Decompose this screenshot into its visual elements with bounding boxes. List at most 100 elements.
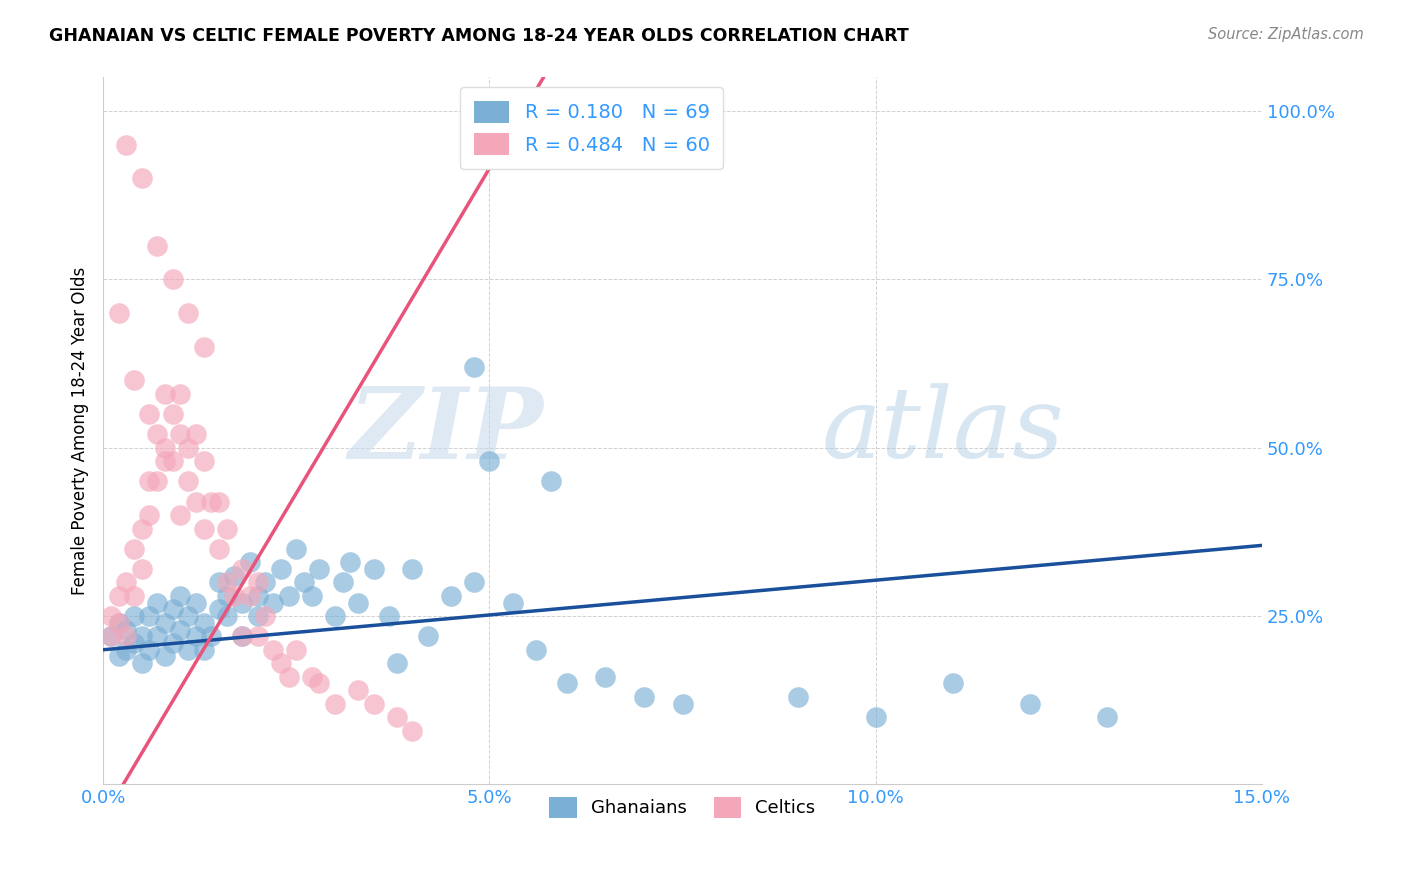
Point bbox=[184, 427, 207, 442]
Point bbox=[942, 676, 965, 690]
Point bbox=[246, 589, 269, 603]
Point bbox=[177, 441, 200, 455]
Point bbox=[131, 657, 153, 671]
Point bbox=[138, 407, 160, 421]
Point bbox=[162, 454, 184, 468]
Point bbox=[254, 575, 277, 590]
Point bbox=[177, 306, 200, 320]
Point bbox=[292, 575, 315, 590]
Point bbox=[540, 475, 562, 489]
Point bbox=[122, 636, 145, 650]
Point bbox=[146, 427, 169, 442]
Point bbox=[224, 568, 246, 582]
Point bbox=[231, 596, 253, 610]
Point bbox=[478, 454, 501, 468]
Point bbox=[208, 541, 231, 556]
Point bbox=[146, 475, 169, 489]
Point bbox=[115, 642, 138, 657]
Point bbox=[162, 602, 184, 616]
Point bbox=[308, 562, 330, 576]
Point bbox=[184, 629, 207, 643]
Point bbox=[308, 676, 330, 690]
Point bbox=[270, 562, 292, 576]
Point bbox=[138, 508, 160, 522]
Point bbox=[200, 494, 222, 508]
Point bbox=[215, 609, 238, 624]
Point bbox=[107, 615, 129, 630]
Point bbox=[224, 589, 246, 603]
Point bbox=[215, 589, 238, 603]
Point bbox=[277, 589, 299, 603]
Point bbox=[385, 657, 408, 671]
Text: GHANAIAN VS CELTIC FEMALE POVERTY AMONG 18-24 YEAR OLDS CORRELATION CHART: GHANAIAN VS CELTIC FEMALE POVERTY AMONG … bbox=[49, 27, 908, 45]
Point bbox=[593, 670, 616, 684]
Point bbox=[363, 562, 385, 576]
Point bbox=[200, 629, 222, 643]
Point bbox=[100, 609, 122, 624]
Point bbox=[169, 427, 191, 442]
Point bbox=[177, 609, 200, 624]
Point bbox=[153, 441, 176, 455]
Point bbox=[277, 670, 299, 684]
Point bbox=[463, 359, 485, 374]
Point bbox=[122, 589, 145, 603]
Point bbox=[378, 609, 401, 624]
Point bbox=[363, 697, 385, 711]
Point bbox=[323, 697, 346, 711]
Point bbox=[153, 387, 176, 401]
Text: Source: ZipAtlas.com: Source: ZipAtlas.com bbox=[1208, 27, 1364, 42]
Point bbox=[107, 615, 129, 630]
Point bbox=[115, 137, 138, 152]
Point bbox=[169, 623, 191, 637]
Point bbox=[401, 723, 423, 738]
Point bbox=[787, 690, 810, 704]
Point bbox=[215, 522, 238, 536]
Point bbox=[633, 690, 655, 704]
Point bbox=[262, 596, 284, 610]
Point bbox=[107, 589, 129, 603]
Point bbox=[100, 629, 122, 643]
Point bbox=[246, 609, 269, 624]
Point bbox=[301, 670, 323, 684]
Point bbox=[347, 683, 370, 698]
Point bbox=[122, 373, 145, 387]
Point bbox=[138, 475, 160, 489]
Point bbox=[193, 340, 215, 354]
Point bbox=[169, 508, 191, 522]
Y-axis label: Female Poverty Among 18-24 Year Olds: Female Poverty Among 18-24 Year Olds bbox=[72, 267, 89, 595]
Point bbox=[153, 649, 176, 664]
Point bbox=[416, 629, 439, 643]
Point bbox=[193, 522, 215, 536]
Text: atlas: atlas bbox=[821, 384, 1064, 479]
Point bbox=[146, 239, 169, 253]
Point bbox=[285, 642, 308, 657]
Point bbox=[107, 306, 129, 320]
Point bbox=[208, 602, 231, 616]
Text: ZIP: ZIP bbox=[349, 383, 544, 479]
Point bbox=[270, 657, 292, 671]
Point bbox=[146, 629, 169, 643]
Point bbox=[177, 475, 200, 489]
Point bbox=[131, 522, 153, 536]
Point bbox=[184, 494, 207, 508]
Point bbox=[138, 609, 160, 624]
Point bbox=[153, 615, 176, 630]
Point bbox=[115, 629, 138, 643]
Point bbox=[122, 609, 145, 624]
Point bbox=[524, 642, 547, 657]
Point bbox=[169, 589, 191, 603]
Point bbox=[115, 623, 138, 637]
Point bbox=[239, 555, 262, 569]
Point bbox=[262, 642, 284, 657]
Point bbox=[146, 596, 169, 610]
Point bbox=[131, 629, 153, 643]
Point bbox=[239, 589, 262, 603]
Point bbox=[401, 562, 423, 576]
Point bbox=[138, 642, 160, 657]
Point bbox=[208, 575, 231, 590]
Point bbox=[184, 596, 207, 610]
Point bbox=[671, 697, 693, 711]
Point bbox=[131, 171, 153, 186]
Point bbox=[208, 494, 231, 508]
Point bbox=[865, 710, 887, 724]
